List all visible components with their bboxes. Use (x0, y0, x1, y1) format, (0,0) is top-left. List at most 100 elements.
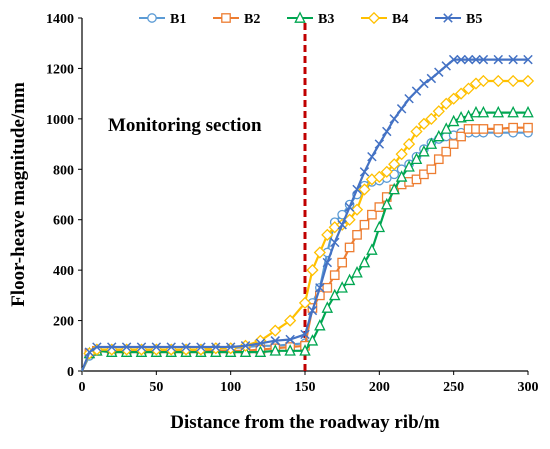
data-point (440, 122, 452, 134)
data-point (380, 165, 393, 178)
data-point (447, 114, 460, 127)
data-point (455, 110, 467, 123)
data-point (196, 342, 206, 352)
monitoring-section-label: Monitoring section (108, 115, 262, 136)
legend-label: B4 (392, 12, 408, 27)
data-point (403, 160, 415, 172)
y-tick-label: 400 (53, 264, 74, 279)
annotation-layer: Monitoring section (108, 23, 307, 371)
data-point (367, 11, 381, 25)
data-point (300, 329, 310, 340)
data-point (470, 105, 482, 118)
data-point (299, 344, 311, 356)
data-point (367, 209, 377, 220)
x-tick-label: 250 (443, 380, 464, 395)
data-point (306, 264, 319, 277)
data-point (374, 139, 385, 149)
data-point (478, 54, 489, 65)
data-point (454, 87, 468, 100)
data-point (477, 105, 490, 118)
legend-label: B1 (170, 12, 186, 27)
legend-label: B3 (318, 12, 334, 27)
data-point (344, 202, 355, 212)
data-point (285, 334, 295, 345)
data-point (410, 152, 423, 165)
data-point (366, 243, 378, 255)
y-tick-label: 1400 (46, 12, 74, 27)
data-point (522, 105, 534, 118)
data-point (255, 338, 266, 348)
data-point (221, 13, 231, 23)
data-point (352, 184, 362, 195)
data-point (456, 54, 466, 65)
data-point (313, 246, 326, 259)
data-point (344, 242, 355, 253)
data-point (254, 345, 267, 357)
data-point (322, 257, 333, 268)
data-point (373, 170, 386, 183)
y-axis-title: Floor-heave magnitude/mm (8, 82, 29, 307)
data-point (433, 154, 444, 165)
data-point (382, 126, 392, 137)
data-point (402, 137, 416, 151)
data-point (328, 288, 341, 301)
data-point (92, 342, 102, 352)
data-point (240, 341, 251, 351)
data-point (329, 270, 340, 281)
data-point (404, 93, 414, 104)
data-point (321, 228, 334, 241)
data-point (417, 117, 431, 131)
data-point (351, 266, 363, 278)
data-point (493, 124, 504, 134)
y-tick-label: 600 (53, 214, 74, 229)
data-point (426, 164, 437, 175)
data-point (493, 54, 503, 65)
legend-item-b2: B2 (213, 12, 260, 27)
x-tick-label: 0 (79, 380, 86, 395)
data-point (337, 257, 348, 268)
data-point (307, 305, 318, 316)
data-point (456, 131, 466, 142)
data-point (507, 74, 520, 88)
data-point (270, 336, 280, 346)
data-point (343, 273, 356, 286)
data-point (294, 11, 306, 23)
series-b5 (80, 54, 533, 372)
data-point (225, 342, 236, 352)
data-point (151, 342, 162, 352)
data-point (462, 82, 475, 95)
data-point (389, 114, 399, 124)
x-tick-label: 200 (369, 380, 390, 395)
data-point (269, 344, 282, 356)
data-point (395, 148, 408, 161)
data-point (314, 318, 326, 331)
data-point (418, 144, 430, 157)
data-point (84, 347, 95, 357)
data-point (136, 342, 147, 352)
data-point (443, 13, 453, 23)
data-point (434, 67, 444, 77)
data-point (147, 13, 157, 23)
data-point (359, 219, 370, 230)
x-tick-label: 100 (220, 380, 241, 395)
data-point (448, 54, 459, 65)
data-point (298, 296, 312, 310)
data-point (337, 220, 347, 230)
data-point (373, 220, 386, 233)
y-tick-label: 0 (67, 365, 74, 380)
data-point (425, 137, 438, 149)
x-tick-label: 50 (149, 380, 163, 395)
data-point (396, 104, 407, 114)
y-tick-label: 200 (53, 315, 74, 330)
data-point (463, 54, 474, 65)
legend-item-b4: B4 (361, 11, 408, 27)
y-tick-label: 1200 (46, 62, 74, 77)
data-point (492, 74, 505, 88)
axes-layer: 0 200 400 600 800 1000 1200 1400 0 50 100 150 200 250… (46, 12, 539, 395)
data-point (181, 342, 191, 352)
data-point (448, 139, 459, 149)
data-point (410, 125, 423, 138)
data-point (166, 342, 176, 352)
